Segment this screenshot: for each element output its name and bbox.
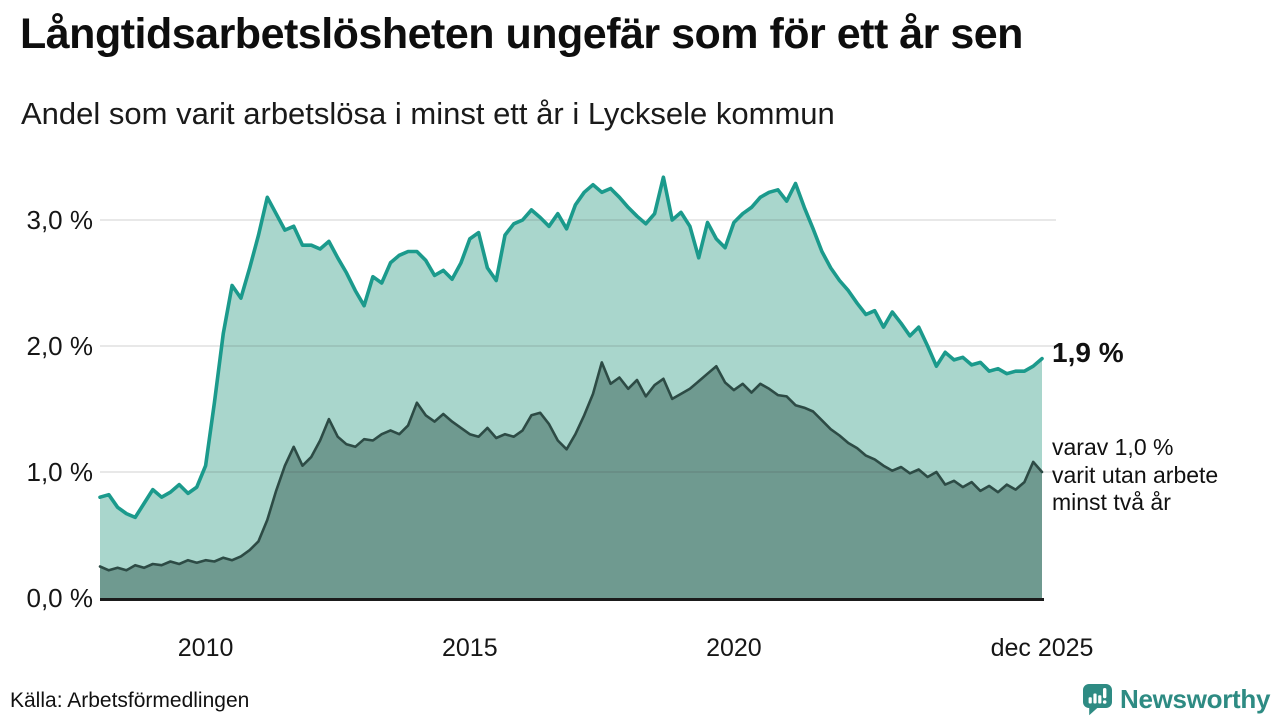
x-tick-label: dec 2025 <box>991 634 1094 662</box>
y-tick-label: 2,0 % <box>27 331 94 361</box>
newsworthy-logo-text: Newsworthy <box>1120 684 1271 714</box>
series2-end-note: varav 1,0 % varit utan arbete minst två … <box>1052 434 1219 515</box>
y-tick-label: 3,0 % <box>27 205 94 235</box>
x-tick-label: 2020 <box>706 634 762 662</box>
area-series-2 <box>100 362 1042 598</box>
x-tick-label: 2010 <box>178 634 234 662</box>
newsworthy-logo: Newsworthy <box>1082 683 1270 716</box>
y-tick-label: 1,0 % <box>27 457 94 487</box>
series1-end-value-label: 1,9 % <box>1052 337 1124 368</box>
line-series-2 <box>98 361 1044 572</box>
y-tick-label: 0,0 % <box>27 583 94 613</box>
page-title: Långtidsarbetslösheten ungefär som för e… <box>20 10 1023 58</box>
line-series-1 <box>98 175 1044 520</box>
newsworthy-speech-bubble-bar-chart-icon <box>1082 683 1113 716</box>
x-tick-label: 2015 <box>442 634 498 662</box>
page-subtitle: Andel som varit arbetslösa i minst ett å… <box>21 96 835 131</box>
source-credit: Källa: Arbetsförmedlingen <box>10 689 250 712</box>
